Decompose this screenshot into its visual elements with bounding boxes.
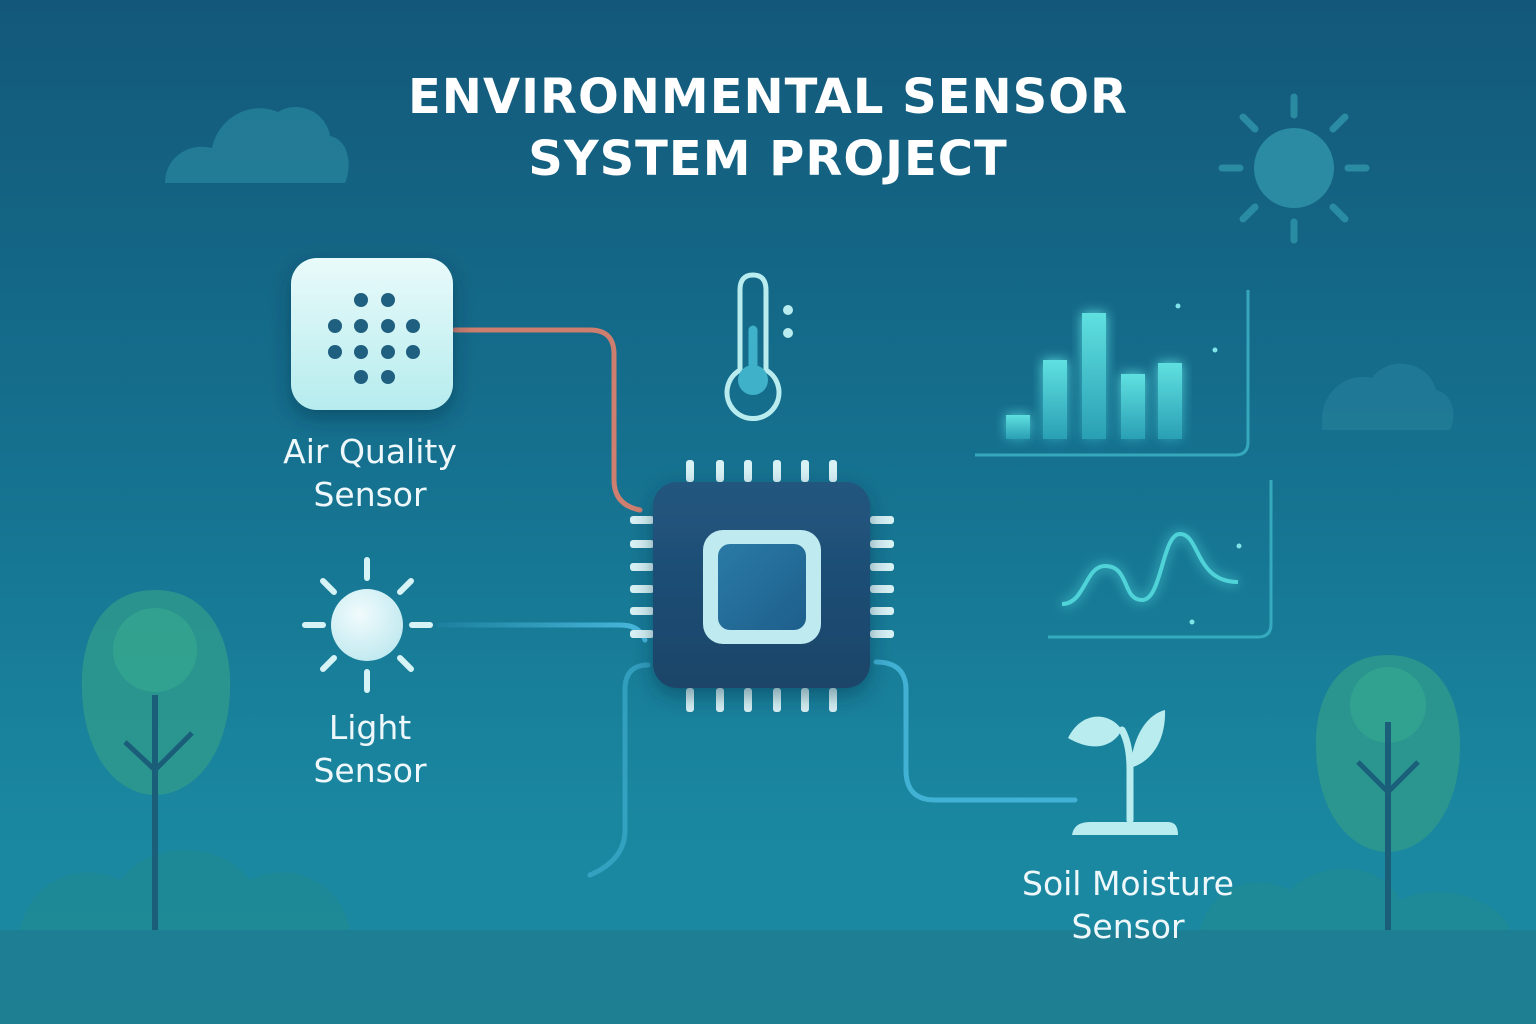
- page-title: ENVIRONMENTAL SENSOR SYSTEM PROJECT: [268, 66, 1268, 190]
- title-line-2: SYSTEM PROJECT: [528, 131, 1008, 187]
- tree-left-icon: [81, 590, 231, 930]
- soil-moisture-label-line-2: Sensor: [1071, 907, 1185, 946]
- light-sensor-label: Light Sensor: [220, 706, 520, 792]
- line-chart-icon: [1048, 480, 1273, 639]
- air-quality-sensor-label: Air Quality Sensor: [220, 430, 520, 516]
- tree-right-icon: [1315, 655, 1461, 930]
- cloud-right-icon: [1322, 363, 1454, 430]
- cloud-left-icon: [165, 106, 349, 183]
- light-label-line-1: Light: [328, 708, 412, 747]
- sun-decoration-icon: [1218, 93, 1370, 244]
- soil-moisture-label-line-1: Soil Moisture: [1022, 864, 1234, 903]
- air-quality-label-line-2: Sensor: [313, 475, 427, 514]
- light-label-line-2: Sensor: [313, 751, 427, 790]
- bar-chart-icon: [975, 290, 1250, 457]
- air-quality-grille-icon: [291, 258, 453, 410]
- soil-moisture-sensor-label: Soil Moisture Sensor: [978, 862, 1278, 948]
- air-quality-label-line-1: Air Quality: [283, 432, 457, 471]
- thermometer-icon: [724, 272, 793, 421]
- sun-icon: [302, 557, 433, 693]
- sprout-icon: [1068, 710, 1178, 835]
- microcontroller-chip-icon: [630, 460, 894, 712]
- title-line-1: ENVIRONMENTAL SENSOR: [408, 69, 1128, 125]
